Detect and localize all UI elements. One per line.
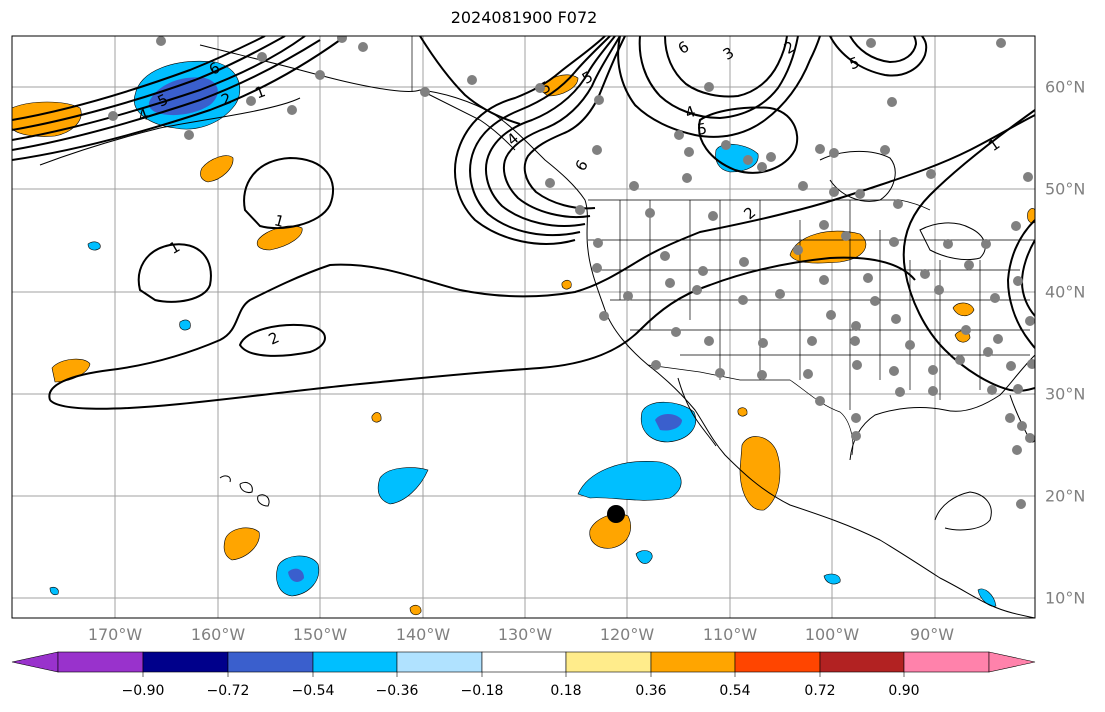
north-america-west-coast bbox=[419, 89, 1035, 618]
anomaly-neg-small-3 bbox=[635, 550, 653, 564]
contour-label: 1 bbox=[985, 135, 1003, 155]
contour-label: 3 bbox=[720, 43, 737, 63]
lat-label: 40°N bbox=[1045, 282, 1086, 302]
hawaii-3 bbox=[257, 494, 270, 507]
anomaly-neg-small-1 bbox=[179, 319, 191, 331]
anomaly-neg-small-2 bbox=[87, 241, 101, 251]
lat-label: 60°N bbox=[1045, 77, 1086, 97]
contour-canada-east bbox=[829, 36, 928, 77]
map-gridlines bbox=[12, 36, 1035, 618]
colorbar-tick-label: −0.18 bbox=[460, 683, 504, 699]
lon-label: 140°W bbox=[395, 625, 451, 644]
colorbar-tick-label: 0.36 bbox=[635, 683, 667, 699]
contour-label: 1 bbox=[272, 211, 286, 231]
colorbar-tick-label: 0.90 bbox=[888, 683, 920, 699]
contour-canada-high bbox=[617, 36, 821, 138]
shaded-anomalies bbox=[12, 61, 1035, 616]
contour-pacific-low bbox=[454, 36, 606, 245]
lat-label: 20°N bbox=[1045, 486, 1086, 506]
anomaly-pos-4 bbox=[223, 527, 260, 561]
colorbar-tick-label: −0.90 bbox=[121, 683, 165, 699]
alaska-panhandle bbox=[419, 89, 516, 151]
contour-label: 6 bbox=[675, 37, 692, 57]
anomaly-neg-small-5 bbox=[977, 588, 997, 607]
anomaly-pos-small-2 bbox=[409, 604, 422, 616]
anomaly-pos-small-1 bbox=[371, 412, 382, 423]
anomaly-neg-pacific-3-strong bbox=[288, 568, 304, 582]
contour-ridge-2 bbox=[243, 156, 335, 230]
anomaly-pos-east bbox=[1027, 208, 1035, 224]
contour-label: 5 bbox=[696, 119, 709, 138]
anomaly-westpac-positive bbox=[12, 101, 82, 137]
lon-label: 90°W bbox=[909, 625, 955, 644]
colorbar-extend-high bbox=[988, 651, 1036, 673]
hudson-bay bbox=[819, 150, 896, 202]
contour-label: 4 bbox=[683, 102, 698, 122]
colorbar-extend-low bbox=[11, 651, 59, 673]
lon-label: 120°W bbox=[599, 625, 655, 644]
contour-label: 2 bbox=[266, 328, 282, 348]
anomaly-neg-small-6 bbox=[49, 586, 59, 596]
hawaii-2 bbox=[239, 481, 253, 493]
lat-label: 30°N bbox=[1045, 384, 1086, 404]
anomaly-pos-small-4 bbox=[561, 279, 572, 290]
contour-alaska-low bbox=[12, 39, 321, 151]
anomaly-pos-1 bbox=[200, 155, 234, 183]
hawaii-1 bbox=[219, 475, 231, 483]
height-contours bbox=[12, 36, 1035, 410]
anomaly-neg-pacific-2 bbox=[377, 467, 429, 505]
lon-label: 160°W bbox=[190, 625, 246, 644]
yucatan bbox=[934, 491, 992, 531]
great-lakes bbox=[919, 222, 986, 261]
contour-two bbox=[48, 114, 1035, 401]
aleutian-chain bbox=[39, 97, 301, 166]
lon-label: 150°W bbox=[292, 625, 348, 644]
colorbar-tick-label: −0.72 bbox=[206, 683, 250, 699]
colorbar-tick-label: −0.36 bbox=[375, 683, 419, 699]
contour-label: 6 bbox=[571, 157, 591, 174]
us-canada-border bbox=[588, 199, 931, 211]
lon-label: 130°W bbox=[497, 625, 553, 644]
anomaly-pos-midwest-1 bbox=[952, 302, 975, 317]
lon-label: 100°W bbox=[804, 625, 860, 644]
anomaly-pos-small-3 bbox=[737, 407, 748, 417]
colorbar-tick-label: 0.18 bbox=[550, 683, 582, 699]
lon-label: 110°W bbox=[702, 625, 758, 644]
figure-title: 2024081900 F072 bbox=[450, 8, 598, 27]
lat-label: 50°N bbox=[1045, 179, 1086, 199]
contour-label: 4 bbox=[503, 129, 522, 149]
storm-center-marker bbox=[607, 505, 625, 523]
contour-east-low bbox=[902, 109, 1035, 392]
colorbar-tick-label: 0.72 bbox=[804, 683, 836, 699]
contour-two-inner bbox=[238, 324, 326, 357]
colorbar bbox=[11, 651, 1036, 677]
anomaly-pos-mexico bbox=[739, 436, 781, 511]
lon-label: 170°W bbox=[87, 625, 143, 644]
anomaly-pos-5 bbox=[589, 513, 631, 549]
colorbar-tick-label: −0.54 bbox=[291, 683, 335, 699]
contour-label: 5 bbox=[847, 53, 862, 73]
political-borders bbox=[411, 36, 1035, 456]
station-markers bbox=[108, 36, 1035, 509]
contour-ridge-1 bbox=[137, 243, 212, 303]
map-frame bbox=[11, 35, 1036, 619]
baja-california bbox=[677, 377, 717, 447]
contour-label: 1 bbox=[166, 237, 183, 257]
anomaly-neg-pacific-1 bbox=[577, 461, 682, 501]
anomaly-neg-small-4 bbox=[823, 573, 841, 585]
lat-label: 10°N bbox=[1045, 588, 1086, 608]
mexico-gulf-coast bbox=[849, 354, 1035, 461]
colorbar-tick-label: 0.54 bbox=[719, 683, 751, 699]
anomaly-neg-baja-strong bbox=[655, 414, 682, 431]
